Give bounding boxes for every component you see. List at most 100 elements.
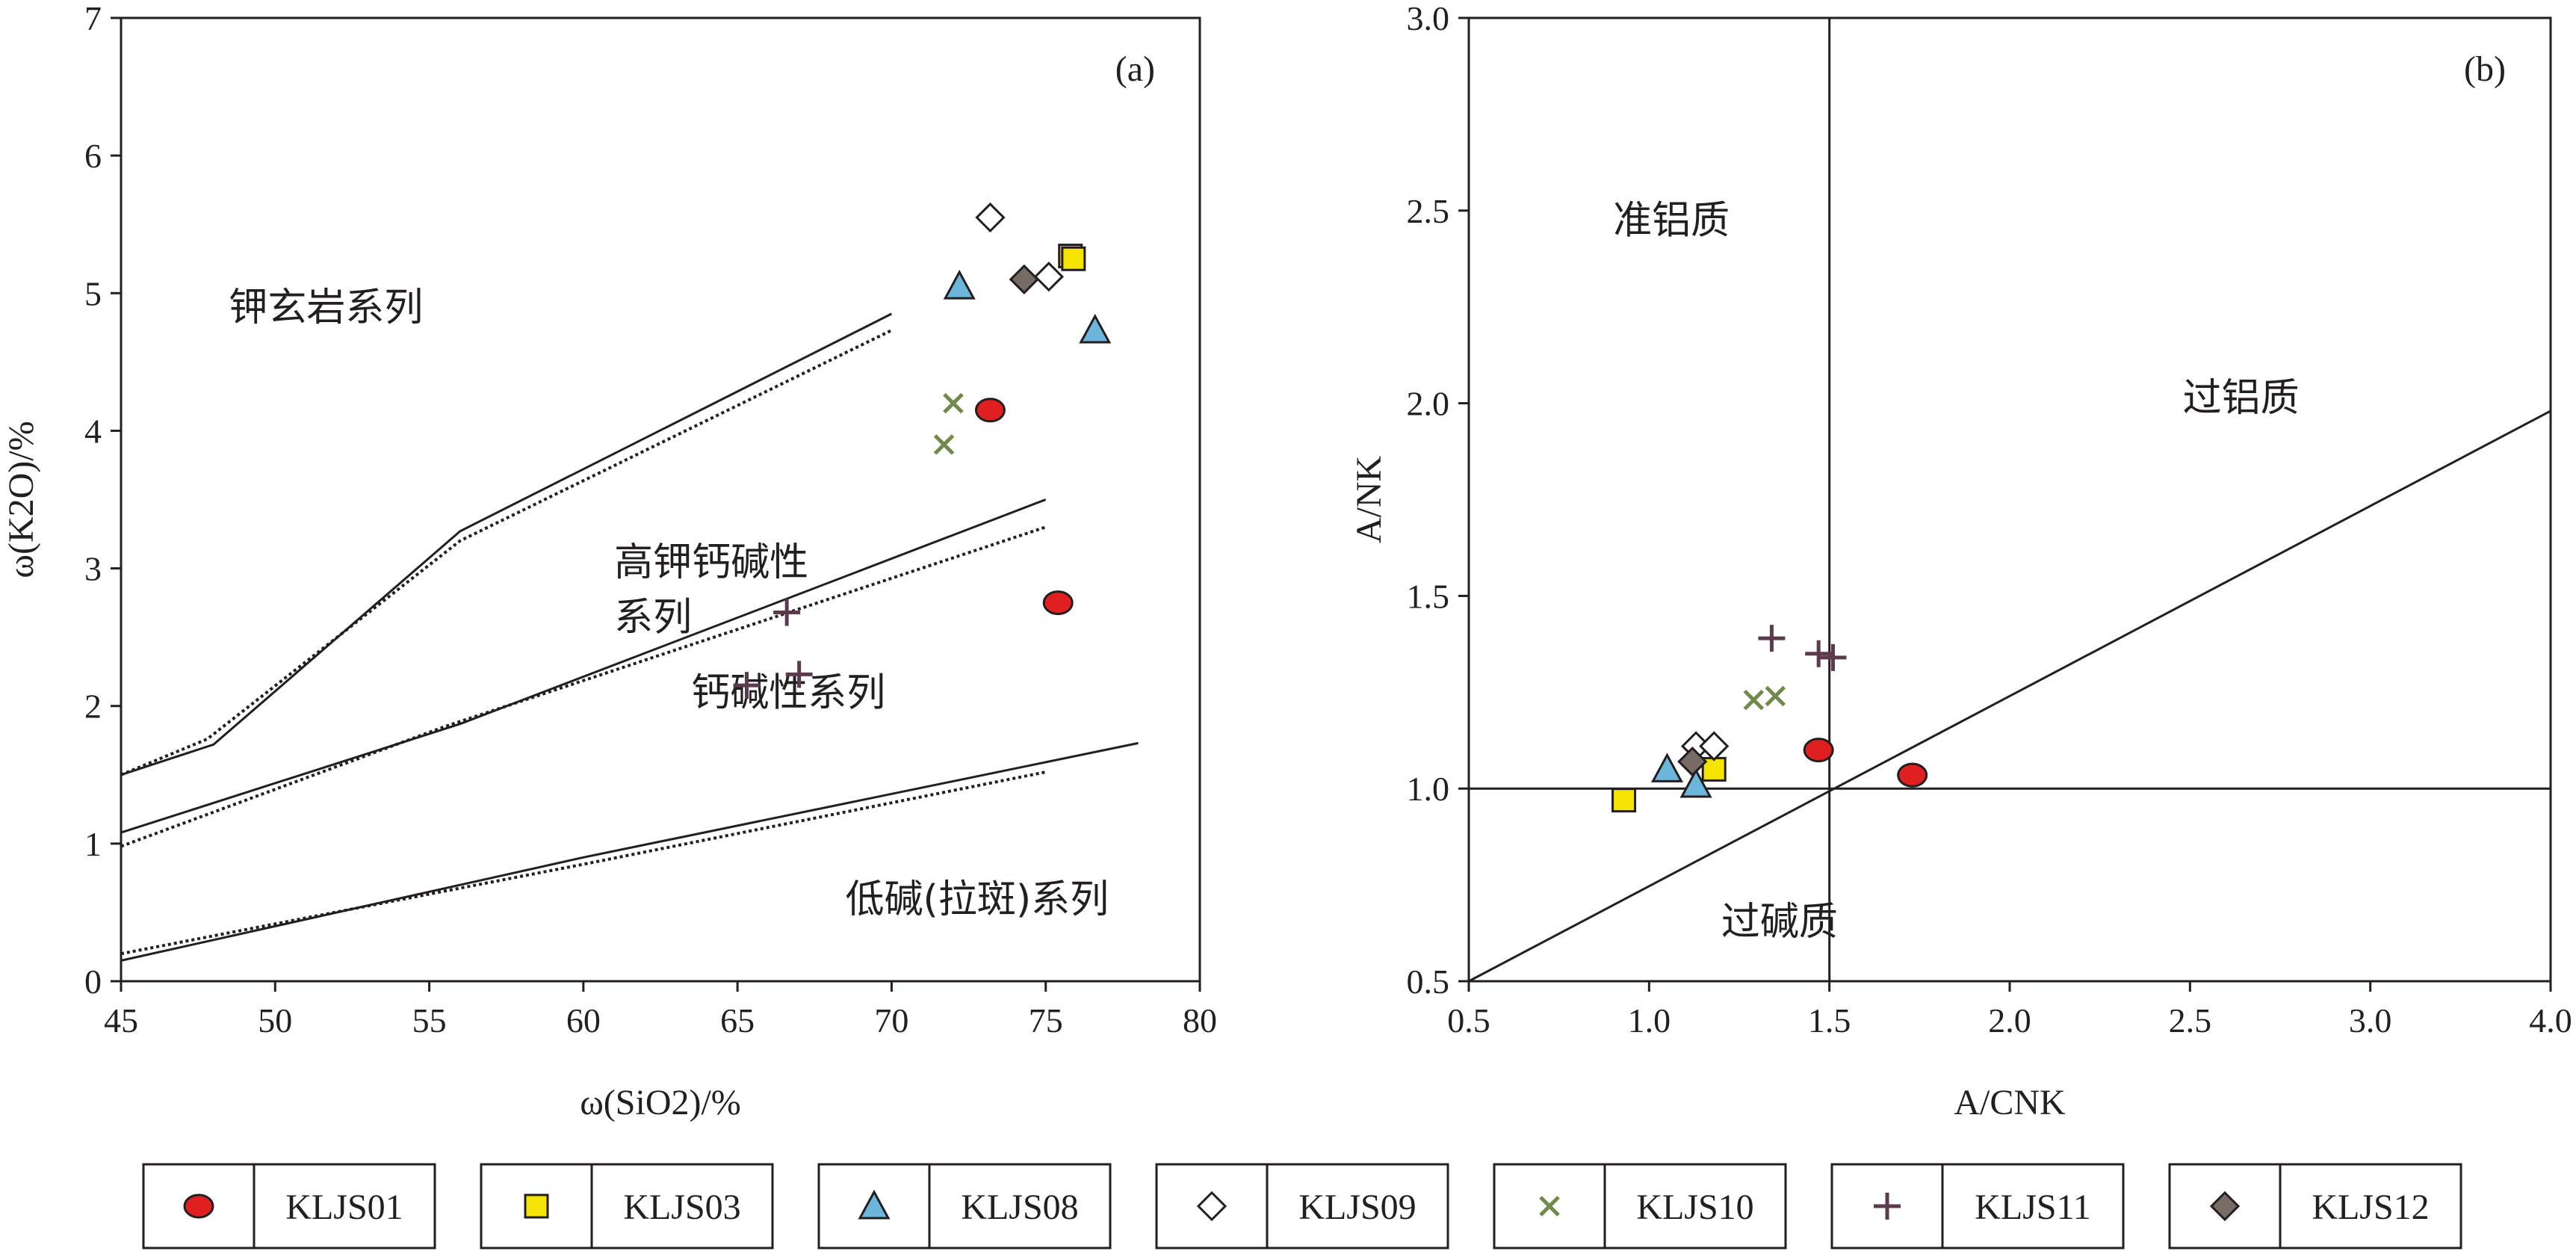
y-axis-title: ω(K2O)/% bbox=[1, 421, 41, 578]
y-axis-title: A/NK bbox=[1349, 456, 1389, 544]
x-tick-label: 2.5 bbox=[2169, 1001, 2212, 1040]
y-tick-label: 1.0 bbox=[1407, 770, 1450, 808]
plot-frame bbox=[1467, 16, 2552, 983]
chart-a: 45 50 55 60 65 70 75 8001234567ω(SiO2)/%ω(K2O)/… bbox=[1, 0, 1217, 1122]
data-point-kljs11 bbox=[1805, 640, 1833, 667]
legend-label-box bbox=[928, 1163, 1112, 1250]
legend-label: KLJS08 bbox=[961, 1187, 1078, 1227]
y-tick-label: 5 bbox=[84, 274, 102, 312]
x-tick-label: 50 bbox=[258, 1001, 292, 1040]
legend-marker-kljs08 bbox=[858, 1189, 891, 1220]
region-label: 准铝质 bbox=[1613, 199, 1730, 244]
y-tick-label: 3.0 bbox=[1407, 0, 1450, 37]
boundary-line-2 bbox=[120, 329, 893, 776]
data-point-kljs11 bbox=[1758, 625, 1786, 652]
y-tick-label: 0 bbox=[84, 963, 102, 1001]
x-axis-title: A/CNK bbox=[1954, 1083, 2066, 1122]
y-tick-label: 7 bbox=[84, 0, 102, 37]
x-tick-label: 75 bbox=[1029, 1001, 1063, 1040]
y-tick-label: 1.5 bbox=[1407, 577, 1450, 615]
y-tick-label: 6 bbox=[84, 137, 102, 175]
region-label: 钾玄岩系列 bbox=[229, 285, 423, 330]
x-tick-label: 55 bbox=[412, 1001, 447, 1040]
chart-b: 0.5 1.0 1.5 2.0 2.5 3.0 4.0 0.5 1.0 1.5 2.0 2.5 3.0 A… bbox=[1349, 0, 2572, 1122]
data-point-kljs09 bbox=[1699, 731, 1730, 762]
legend-label: KLJS10 bbox=[1636, 1187, 1753, 1227]
data-point-kljs08 bbox=[1679, 767, 1712, 798]
data-point-kljs12 bbox=[1009, 264, 1039, 294]
boundary-line-4 bbox=[120, 525, 1047, 848]
legend-label: KLJS01 bbox=[285, 1187, 403, 1227]
x-tick-label: 0.5 bbox=[1447, 1001, 1490, 1040]
legend-label: KLJS09 bbox=[1298, 1187, 1416, 1227]
legend: KLJS01 KLJS03 KLJS08 KLJS09 KLJS10 KLJS11 KLJS… bbox=[142, 1163, 2462, 1250]
data-point-kljs11 bbox=[773, 599, 801, 626]
boundary-line-5 bbox=[120, 741, 1139, 962]
region-label: 高钾钙碱性 bbox=[614, 540, 808, 585]
y-tick-label: 2 bbox=[84, 688, 102, 726]
legend-marker-kljs03 bbox=[524, 1193, 549, 1219]
legend-label-box bbox=[590, 1163, 774, 1250]
data-point-kljs08 bbox=[943, 269, 976, 300]
legend-marker-kljs09 bbox=[1196, 1190, 1227, 1222]
legend-label-box bbox=[2279, 1163, 2462, 1250]
legend-label-box bbox=[1603, 1163, 1787, 1250]
boundary-line-3 bbox=[120, 498, 1047, 834]
legend-label-box bbox=[1266, 1163, 1449, 1250]
y-tick-label: 4 bbox=[84, 412, 102, 450]
region-label: 系列 bbox=[614, 595, 692, 640]
plot-frame bbox=[120, 16, 1201, 983]
region-label: 钙碱性系列 bbox=[691, 671, 885, 716]
data-point-kljs12 bbox=[1677, 746, 1708, 777]
region-label: 过铝质 bbox=[2183, 376, 2300, 421]
x-tick-label: 4.0 bbox=[2529, 1001, 2572, 1040]
x-tick-label: 65 bbox=[720, 1001, 755, 1040]
legend-label: KLJS12 bbox=[2312, 1187, 2429, 1227]
panel-label: (a) bbox=[1115, 49, 1155, 89]
data-point-kljs01 bbox=[974, 398, 1006, 423]
data-point-kljs10 bbox=[933, 434, 955, 455]
panel-label: (b) bbox=[2464, 49, 2506, 89]
x-tick-label: 70 bbox=[874, 1001, 908, 1040]
y-tick-label: 0.5 bbox=[1407, 963, 1450, 1001]
y-tick-label: 2.0 bbox=[1407, 385, 1450, 423]
data-point-kljs10 bbox=[943, 392, 964, 414]
boundary-line-3 bbox=[1468, 410, 2551, 983]
x-tick-label: 1.0 bbox=[1628, 1001, 1671, 1040]
data-point-kljs08 bbox=[1079, 313, 1112, 344]
data-point-kljs03 bbox=[1061, 246, 1086, 271]
y-tick-label: 3 bbox=[84, 550, 102, 588]
boundary-line-6 bbox=[120, 770, 1047, 956]
data-point-kljs09 bbox=[1033, 262, 1064, 292]
y-tick-label: 2.5 bbox=[1407, 192, 1450, 230]
x-tick-label: 80 bbox=[1183, 1001, 1217, 1040]
data-point-kljs01 bbox=[1042, 590, 1074, 616]
region-label: 过碱质 bbox=[1721, 900, 1838, 945]
x-axis-title: ω(SiO2)/% bbox=[580, 1083, 741, 1122]
data-point-kljs11 bbox=[1819, 643, 1847, 671]
x-tick-label: 3.0 bbox=[2349, 1001, 2392, 1040]
data-point-kljs10 bbox=[1765, 685, 1786, 707]
legend-marker-kljs10 bbox=[1539, 1196, 1560, 1217]
x-tick-label: 2.0 bbox=[1988, 1001, 2031, 1040]
y-tick-label: 1 bbox=[84, 825, 102, 863]
x-tick-label: 60 bbox=[566, 1001, 601, 1040]
data-point-kljs01 bbox=[1897, 762, 1928, 788]
legend-label-box bbox=[253, 1163, 436, 1250]
legend-marker-kljs01 bbox=[183, 1193, 214, 1219]
data-point-kljs08 bbox=[1650, 753, 1683, 782]
data-point-kljs01 bbox=[1803, 738, 1834, 763]
x-tick-label: 1.5 bbox=[1808, 1001, 1851, 1040]
data-point-kljs09 bbox=[975, 202, 1006, 233]
legend-marker-kljs11 bbox=[1874, 1193, 1901, 1220]
data-point-kljs03 bbox=[1611, 788, 1637, 813]
legend-label: KLJS11 bbox=[1975, 1187, 2091, 1227]
x-tick-label: 45 bbox=[104, 1001, 138, 1040]
region-label: 低碱(拉斑)系列 bbox=[846, 877, 1109, 922]
data-point-kljs10 bbox=[1743, 689, 1765, 711]
legend-label: KLJS03 bbox=[623, 1187, 740, 1227]
legend-label-box bbox=[1941, 1163, 2125, 1250]
legend-marker-kljs12 bbox=[2209, 1190, 2241, 1222]
data-point-kljs11 bbox=[785, 661, 813, 688]
